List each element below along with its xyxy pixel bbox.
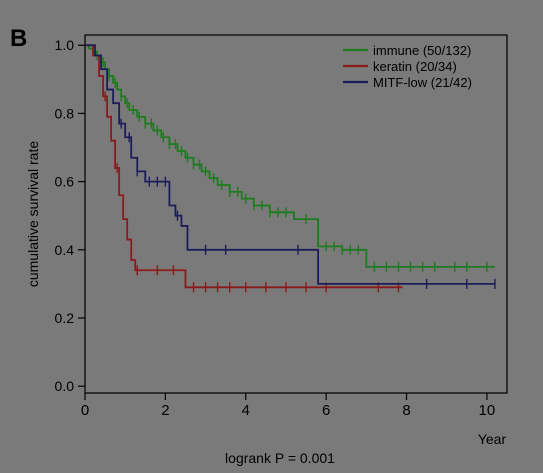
- footnote: logrank P = 0.001: [225, 450, 335, 466]
- y-axis-label: cumulative survival rate: [25, 141, 41, 287]
- plot-frame: [84, 34, 508, 394]
- survival-curve: [85, 44, 495, 285]
- y-tick-label: 0.4: [55, 242, 75, 258]
- x-tick-label: 0: [81, 402, 89, 419]
- y-tick-label: 0.6: [55, 174, 75, 190]
- x-tick-label: 6: [322, 402, 330, 419]
- legend-label: keratin (20/34): [373, 59, 457, 74]
- y-tick-label: 0.0: [55, 378, 75, 394]
- y-tick-label: 0.2: [55, 310, 75, 326]
- x-axis-label: Year: [478, 431, 507, 447]
- legend: immune (50/132)keratin (20/34)MITF-low (…: [343, 43, 472, 90]
- legend-label: MITF-low (21/42): [373, 75, 472, 90]
- y-tick-label: 1.0: [55, 37, 75, 53]
- legend-label: immune (50/132): [373, 43, 471, 58]
- panel-label: B: [10, 25, 27, 52]
- x-tick-label: 4: [242, 402, 250, 419]
- chart-root: 0 2 4 6 8 10 0.0 0.2 0.4 0.6 0.8 1.0 Year cumulative …: [25, 34, 508, 447]
- x-tick-label: 10: [479, 402, 496, 419]
- x-tick-label: 2: [161, 402, 169, 419]
- series-2: [85, 44, 496, 289]
- y-tick-label: 0.8: [55, 105, 75, 121]
- x-tick-label: 8: [402, 402, 410, 419]
